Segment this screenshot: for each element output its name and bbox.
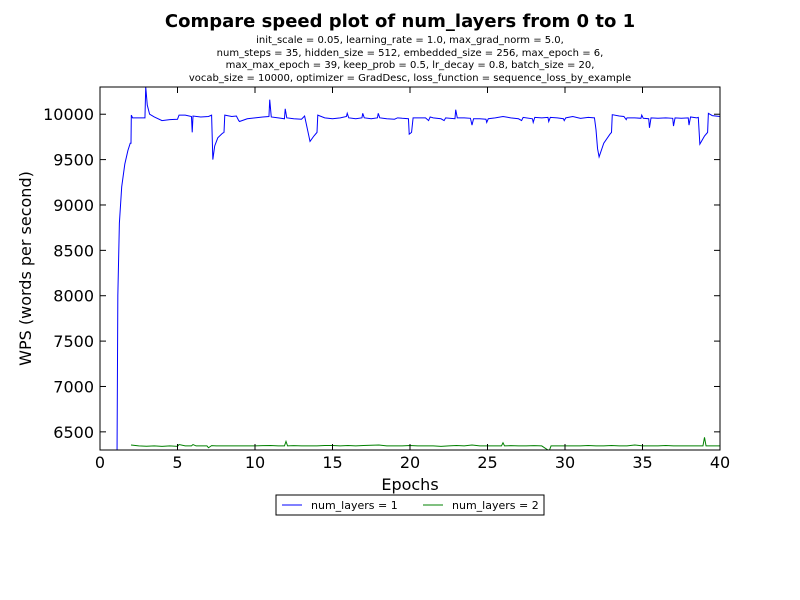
series-line-1 <box>116 87 720 450</box>
chart-subtitle-line-2: num_steps = 35, hidden_size = 512, embed… <box>217 48 604 59</box>
x-tick-label: 20 <box>400 453 420 472</box>
y-tick-label: 9500 <box>53 151 94 170</box>
x-tick-label: 30 <box>555 453 575 472</box>
y-tick-label: 7000 <box>53 377 94 396</box>
chart-subtitle-line-3: max_max_epoch = 39, keep_prob = 0.5, lr_… <box>226 60 595 71</box>
y-tick-label: 6500 <box>53 423 94 442</box>
x-tick-label: 5 <box>172 453 182 472</box>
y-tick-label: 8500 <box>53 241 94 260</box>
chart-title: Compare speed plot of num_layers from 0 … <box>165 11 635 32</box>
x-axis-label: Epochs <box>381 475 438 494</box>
y-tick-label: 8000 <box>53 287 94 306</box>
y-tick-label: 7500 <box>53 332 94 351</box>
chart-subtitle-line-4: vocab_size = 10000, optimizer = GradDesc… <box>189 73 631 84</box>
x-tick-label: 10 <box>245 453 265 472</box>
legend-box <box>275 494 545 516</box>
legend: num_layers = 1 num_layers = 2 <box>275 494 545 516</box>
series-layer <box>116 87 720 450</box>
series-line-2 <box>130 437 720 450</box>
x-tick-label: 15 <box>322 453 342 472</box>
y-axis-label: WPS (words per second) <box>16 171 35 366</box>
plot-frame <box>99 86 721 451</box>
y-tick-label: 9000 <box>53 196 94 215</box>
x-tick-label: 40 <box>710 453 730 472</box>
ticks-layer: 0 5 10 15 20 25 30 35 40 6500 7000 7500 8000 8500 9000… <box>43 87 730 472</box>
chart-subtitle-line-1: init_scale = 0.05, learning_rate = 1.0, … <box>256 35 564 46</box>
x-tick-label: 25 <box>477 453 497 472</box>
legend-label-num-layers-2: num_layers = 2 <box>452 499 539 512</box>
x-tick-label: 35 <box>632 453 652 472</box>
y-tick-label: 10000 <box>43 105 94 124</box>
x-tick-label: 0 <box>95 453 105 472</box>
legend-label-num-layers-1: num_layers = 1 <box>311 499 398 512</box>
